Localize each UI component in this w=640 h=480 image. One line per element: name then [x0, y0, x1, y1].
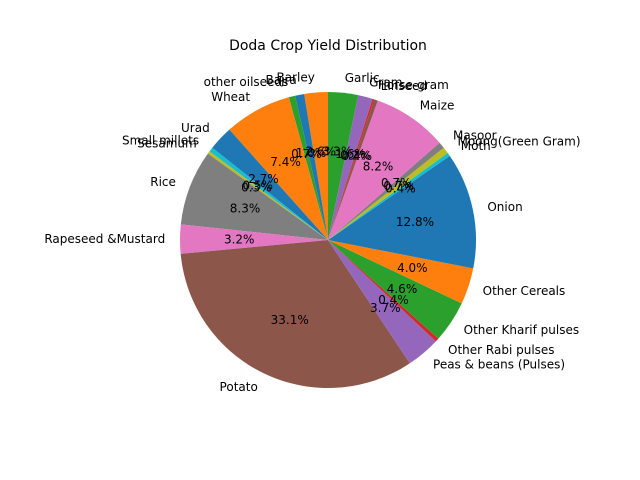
slice-percent-label: 3.7% — [370, 301, 401, 315]
pie-slice — [212, 129, 328, 240]
slice-percent-label: 0.7% — [383, 179, 414, 193]
slice-percent-label: 0.3% — [241, 180, 272, 194]
slice-category-label: Other Rabi pulses — [448, 343, 555, 357]
slice-category-label: Peas & beans (Pulses) — [433, 357, 565, 371]
pie-slice — [328, 95, 373, 241]
slice-category-label: Sesamum — [137, 137, 197, 151]
slice-percent-label: 0.4% — [385, 182, 416, 196]
slice-category-label: Other Cereals — [483, 284, 566, 298]
slice-percent-label: 1.6% — [335, 147, 366, 161]
slice-category-label: Onion — [487, 200, 522, 214]
slice-category-label: Moong(Green Gram) — [457, 134, 580, 148]
pie-slice — [328, 240, 462, 339]
pie-slice — [328, 99, 378, 240]
pie-slices — [180, 92, 477, 388]
slice-percent-label: 0.7% — [291, 147, 322, 161]
slice-percent-label: 0.2% — [340, 148, 371, 162]
slice-percent-label: 0.4% — [378, 293, 409, 307]
slice-percent-label: 7.4% — [270, 155, 301, 169]
slice-percent-label: 0.4% — [342, 149, 373, 163]
pie-slice — [328, 142, 444, 240]
pie-slice — [180, 153, 328, 240]
pie-slice — [328, 152, 450, 240]
pie-slice — [328, 240, 439, 342]
slice-category-label: Masoor — [453, 129, 497, 143]
slice-category-label: Rice — [150, 175, 176, 189]
slice-category-label: Moth — [461, 139, 491, 153]
slice-percent-label: 8.3% — [230, 201, 261, 215]
slice-percent-label: 0.7% — [381, 176, 412, 190]
slice-percent-label: 33.1% — [271, 313, 309, 327]
pie-slice — [328, 240, 436, 364]
pie-slice — [328, 240, 474, 304]
slice-category-label: Linseed — [381, 79, 427, 93]
slice-category-label: Small millets — [122, 133, 199, 147]
pie-slice — [207, 151, 328, 240]
slice-percent-label: 1.0% — [296, 146, 327, 160]
slice-percent-label: 2.7% — [248, 172, 279, 186]
pie-slice — [180, 224, 328, 254]
chart-title: Doda Crop Yield Distribution — [229, 38, 427, 54]
slice-category-label: Wheat — [211, 90, 250, 104]
pie-slice — [304, 92, 328, 240]
slice-category-label: Rapeseed &Mustard — [44, 232, 165, 246]
percent-labels: 2.6%1.0%0.7%7.4%2.7%0.5%0.3%8.3%3.2%33.1… — [224, 144, 434, 327]
slice-category-label: Urad — [181, 121, 210, 135]
slice-category-label: Potato — [220, 380, 258, 394]
slice-category-label: Bajra — [266, 73, 297, 87]
pie-slice — [288, 95, 328, 241]
slice-category-label: other oilseeds — [204, 75, 289, 89]
slice-percent-label: 2.6% — [306, 144, 337, 158]
slice-category-label: Gram — [369, 75, 402, 89]
slice-category-label: Other Kharif pulses — [464, 323, 579, 337]
pie-slice — [328, 98, 375, 240]
slice-percent-label: 8.2% — [363, 160, 394, 174]
pie-slice — [180, 240, 410, 388]
pie-slice — [328, 155, 477, 269]
slice-percent-label: 12.8% — [396, 215, 434, 229]
slice-category-label: Horse-gram — [378, 78, 449, 92]
pie-slice — [229, 97, 328, 240]
slice-percent-label: 3.3% — [322, 145, 353, 159]
slice-percent-label: 3.2% — [224, 232, 255, 246]
pie-slice — [328, 100, 440, 240]
slice-percent-label: 4.0% — [397, 261, 428, 275]
slice-category-label: Garlic — [345, 71, 380, 85]
slice-percent-label: 4.6% — [387, 282, 418, 296]
slice-category-label: Maize — [420, 98, 455, 112]
pie-slice — [328, 147, 448, 240]
pie-slice — [209, 147, 328, 240]
slice-category-label: Barley — [276, 71, 314, 85]
slice-percent-label: 0.5% — [242, 179, 273, 193]
pie-slice — [328, 92, 359, 240]
pie-slice — [295, 93, 328, 240]
